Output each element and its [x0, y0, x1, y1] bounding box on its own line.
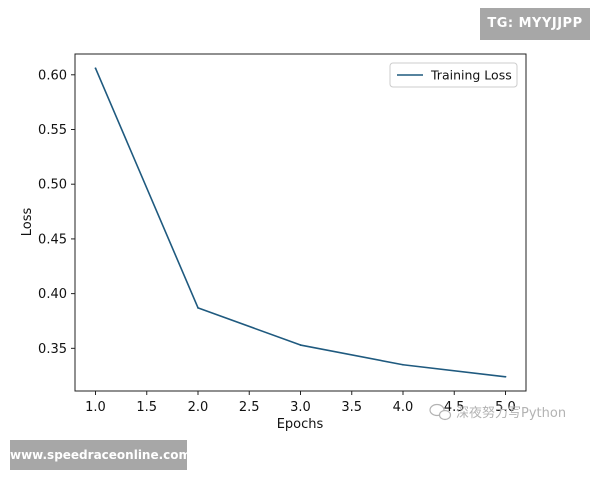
x-tick-label: 5.0 — [495, 400, 516, 415]
x-tick-label: 3.5 — [341, 400, 362, 415]
data-point — [197, 306, 199, 309]
data-point — [94, 67, 97, 70]
x-tick-label: 1.5 — [136, 400, 157, 415]
series-layer — [94, 67, 507, 378]
x-tick-label: 1.0 — [85, 400, 106, 415]
x-tick-label: 2.0 — [188, 400, 209, 415]
y-tick-label: 0.40 — [38, 287, 67, 302]
x-tick-label: 2.5 — [239, 400, 260, 415]
ticks-layer: 1.0 1.5 2.0 2.5 3.0 3.5 4.0 4.5 5.00.350.400.450… — [38, 68, 516, 415]
legend: Training Loss — [389, 62, 518, 88]
y-tick-label: 0.35 — [38, 342, 67, 357]
y-axis-label: Loss — [20, 208, 35, 237]
watermark-text: 深夜努力写Python — [456, 406, 566, 421]
url-badge: www.speedraceonline.com — [10, 440, 191, 470]
data-point — [299, 344, 302, 346]
x-tick-label: 3.0 — [290, 400, 311, 415]
data-point — [504, 375, 507, 378]
x-axis-label: Epochs — [277, 417, 324, 432]
y-tick-label: 0.55 — [38, 123, 67, 138]
legend-label-training-loss: Training Loss — [430, 68, 512, 83]
tg-badge: TG: MYYJJPP — [480, 8, 590, 40]
plot-area-frame — [74, 53, 527, 392]
y-tick-label: 0.60 — [38, 68, 67, 83]
y-tick-label: 0.50 — [38, 178, 67, 193]
x-tick-label: 4.0 — [393, 400, 414, 415]
series-line-training-loss — [94, 67, 506, 378]
data-point — [402, 363, 404, 366]
wechat-icon — [429, 403, 452, 421]
watermark: 深夜努力写Python — [429, 403, 566, 421]
y-tick-label: 0.45 — [38, 232, 67, 247]
legend-box — [389, 62, 518, 88]
